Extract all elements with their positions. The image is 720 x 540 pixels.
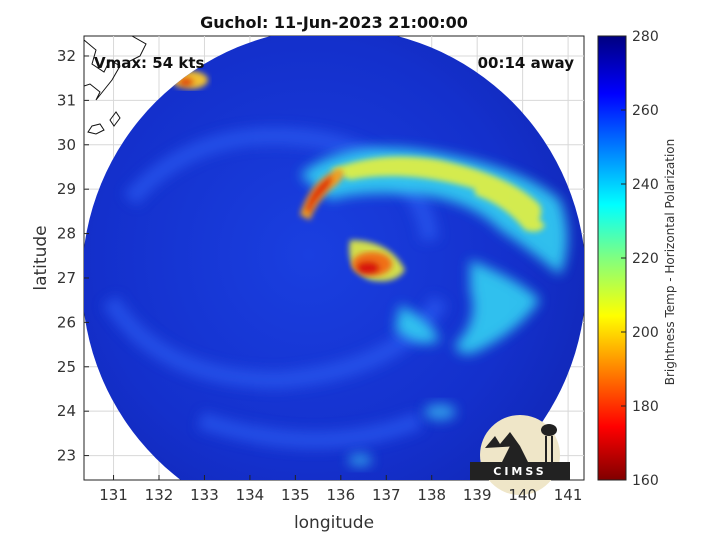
y-tick-label: 31 <box>57 91 76 109</box>
x-tick-label: 135 <box>281 486 310 504</box>
y-tick-label: 25 <box>57 358 76 376</box>
x-tick-label: 140 <box>508 486 537 504</box>
y-axis-ticks: 32 31 30 29 28 27 26 25 24 23 <box>57 47 89 465</box>
colorbar-label: Brightness Temp - Horizontal Polarizatio… <box>663 139 677 386</box>
logo-text: CIMSS <box>493 465 546 478</box>
colorbar-tick-label: 280 <box>632 29 659 45</box>
x-tick-label: 134 <box>236 486 265 504</box>
colorbar-tick-label: 260 <box>632 103 659 119</box>
colorbar-ticks: 280 260 240 220 200 180 160 <box>621 29 659 489</box>
y-tick-label: 24 <box>57 402 76 420</box>
y-tick-label: 23 <box>57 447 76 465</box>
x-tick-label: 132 <box>145 486 174 504</box>
x-tick-label: 139 <box>463 486 492 504</box>
swath-image <box>84 36 584 480</box>
y-tick-label: 29 <box>57 180 76 198</box>
chart-title: Guchol: 11-Jun-2023 21:00:00 <box>200 13 468 32</box>
time-away-label: 00:14 away <box>478 54 575 72</box>
x-tick-label: 137 <box>372 486 401 504</box>
coastline <box>84 36 147 135</box>
colorbar-tick-label: 160 <box>632 473 659 489</box>
y-tick-label: 30 <box>57 136 76 154</box>
x-axis-label: longitude <box>294 513 374 533</box>
y-tick-label: 32 <box>57 47 76 65</box>
y-axis-label: latitude <box>31 225 51 290</box>
colorbar-tick-label: 240 <box>632 177 659 193</box>
y-tick-label: 27 <box>57 269 76 287</box>
x-tick-label: 138 <box>417 486 446 504</box>
x-tick-label: 136 <box>326 486 355 504</box>
colorbar: 280 260 240 220 200 180 160 Brightness Temp - … <box>597 29 677 489</box>
colorbar-tick-label: 180 <box>632 399 659 415</box>
x-axis-ticks: 131 132 133 134 135 136 137 138 139 140 141 <box>99 475 582 504</box>
x-tick-label: 131 <box>99 486 128 504</box>
y-tick-label: 26 <box>57 313 76 331</box>
colorbar-tick-label: 200 <box>632 325 659 341</box>
cimss-logo: CIMSS <box>470 415 570 495</box>
x-tick-label: 141 <box>554 486 583 504</box>
colorbar-tick-label: 220 <box>632 251 659 267</box>
x-tick-label: 133 <box>190 486 219 504</box>
vmax-label: Vmax: 54 kts <box>94 54 204 72</box>
y-tick-label: 28 <box>57 225 76 243</box>
